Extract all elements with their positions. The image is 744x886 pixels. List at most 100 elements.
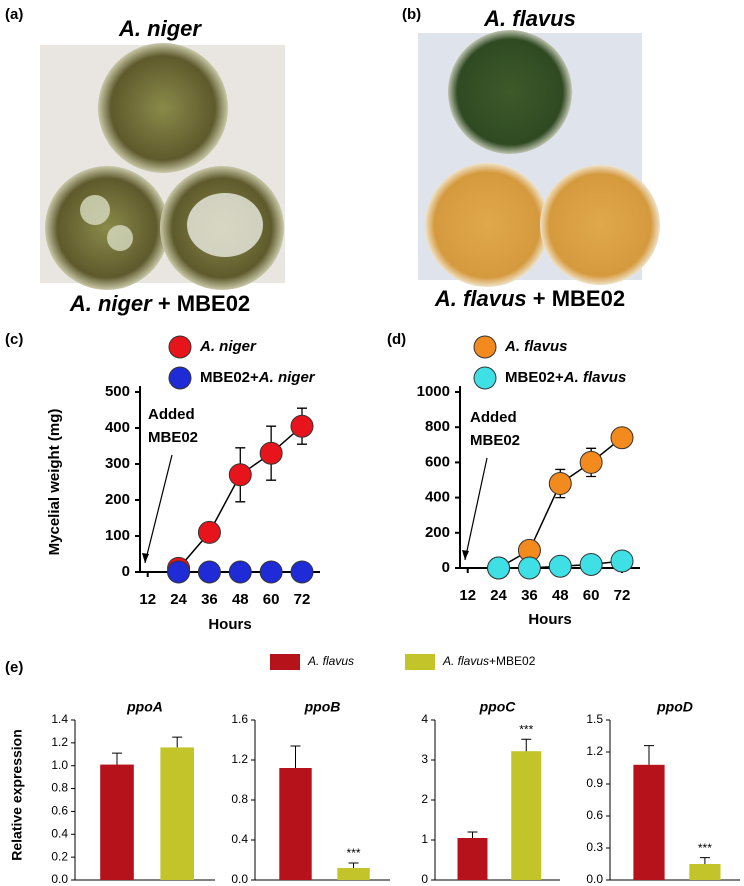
error-bar <box>290 745 301 768</box>
photo-caption: A. niger + MBE02 <box>69 291 250 316</box>
y-tick-label: 2 <box>421 792 428 806</box>
data-point <box>579 450 603 474</box>
photo-title: A. niger <box>118 16 202 41</box>
chart-title: ppoD <box>656 699 693 715</box>
data-point <box>167 560 191 584</box>
y-tick-label: 0.6 <box>51 804 68 818</box>
annotation-arrow <box>464 457 488 561</box>
arrow-head <box>462 550 469 560</box>
legend-label: A. flavus+MBE02 <box>442 654 536 668</box>
x-axis-label: Hours <box>208 616 251 633</box>
bar <box>689 864 721 880</box>
x-tick-label: 12 <box>139 591 156 608</box>
photo-b <box>418 30 660 287</box>
y-tick-label: 100 <box>105 527 130 544</box>
bar <box>100 764 134 880</box>
annotation-arrow <box>144 454 173 564</box>
photo-a <box>40 43 285 290</box>
y-tick-label: 1.2 <box>231 752 248 766</box>
y-tick-label: 0.2 <box>51 849 68 863</box>
chart-title: ppoC <box>479 699 517 715</box>
legend-marker <box>473 366 497 390</box>
x-tick-label: 24 <box>490 587 507 604</box>
data-point <box>228 463 252 487</box>
annotation: Added <box>470 409 517 426</box>
y-tick-label: 1.4 <box>51 712 68 726</box>
data-point <box>548 554 572 578</box>
panel-label: (b) <box>402 6 421 23</box>
legend-label: MBE02+A. flavus <box>505 369 626 386</box>
y-tick-label: 300 <box>105 455 130 472</box>
legend-marker <box>473 335 497 359</box>
y-tick-label: 200 <box>425 524 450 541</box>
y-tick-label: 200 <box>105 491 130 508</box>
panel-label: (d) <box>387 331 406 348</box>
y-tick-label: 0.4 <box>51 826 68 840</box>
y-tick-label: 1000 <box>417 383 450 400</box>
legend-marker <box>168 335 192 359</box>
y-tick-label: 1.2 <box>51 735 68 749</box>
data-point <box>610 426 634 450</box>
error-bar <box>172 736 183 748</box>
y-tick-label: 500 <box>105 383 130 400</box>
x-tick-label: 48 <box>232 591 249 608</box>
y-tick-label: 400 <box>105 419 130 436</box>
bar <box>457 838 488 880</box>
chart-title: ppoB <box>304 699 341 715</box>
data-point <box>290 414 314 438</box>
data-point <box>228 560 252 584</box>
annotation: Added <box>148 406 195 423</box>
annotation: MBE02 <box>470 432 520 449</box>
legend-label: A. flavus <box>504 338 568 355</box>
legend-label: MBE02+A. niger <box>200 369 316 386</box>
y-tick-label: 0.6 <box>586 808 603 822</box>
y-tick-label: 0.3 <box>586 840 603 854</box>
data-point <box>579 552 603 576</box>
y-tick-label: 1.5 <box>586 712 603 726</box>
bar <box>511 751 542 880</box>
data-point <box>548 472 572 496</box>
y-tick-label: 3 <box>421 752 428 766</box>
data-point <box>290 560 314 584</box>
y-tick-label: 1.2 <box>586 744 603 758</box>
x-tick-label: 36 <box>521 587 538 604</box>
y-tick-label: 0 <box>122 563 130 580</box>
y-tick-label: 1.6 <box>231 712 248 726</box>
photo-caption: A. flavus + MBE02 <box>434 286 625 311</box>
y-tick-label: 0.0 <box>231 872 248 886</box>
y-tick-label: 0.0 <box>51 872 68 886</box>
arrow-head <box>142 553 149 563</box>
significance: *** <box>519 722 533 736</box>
legend-swatch <box>270 654 300 670</box>
y-tick-label: 600 <box>425 453 450 470</box>
y-tick-label: 1.0 <box>51 758 68 772</box>
x-tick-label: 72 <box>294 591 311 608</box>
y-tick-label: 0.4 <box>231 832 248 846</box>
y-tick-label: 0 <box>442 559 450 576</box>
error-bar <box>699 857 710 864</box>
bar <box>633 764 665 880</box>
bar <box>279 768 312 880</box>
y-tick-label: 0.0 <box>586 872 603 886</box>
data-point <box>197 520 221 544</box>
error-bar <box>348 862 359 868</box>
x-tick-label: 60 <box>263 591 280 608</box>
y-tick-label: 400 <box>425 489 450 506</box>
y-tick-label: 0.8 <box>231 792 248 806</box>
data-point <box>259 560 283 584</box>
data-point <box>259 441 283 465</box>
legend-label: A. niger <box>199 338 257 355</box>
y-tick-label: 4 <box>421 712 428 726</box>
panel-label: (e) <box>5 659 23 676</box>
error-bar <box>644 745 654 765</box>
y-tick-label: 1 <box>421 832 428 846</box>
x-tick-label: 36 <box>201 591 218 608</box>
significance: *** <box>347 846 361 860</box>
y-tick-label: 0 <box>421 872 428 886</box>
data-point <box>517 556 541 580</box>
bar <box>160 747 194 880</box>
y-tick-label: 0.9 <box>586 776 603 790</box>
x-tick-label: 72 <box>614 587 631 604</box>
y-tick-label: 800 <box>425 418 450 435</box>
